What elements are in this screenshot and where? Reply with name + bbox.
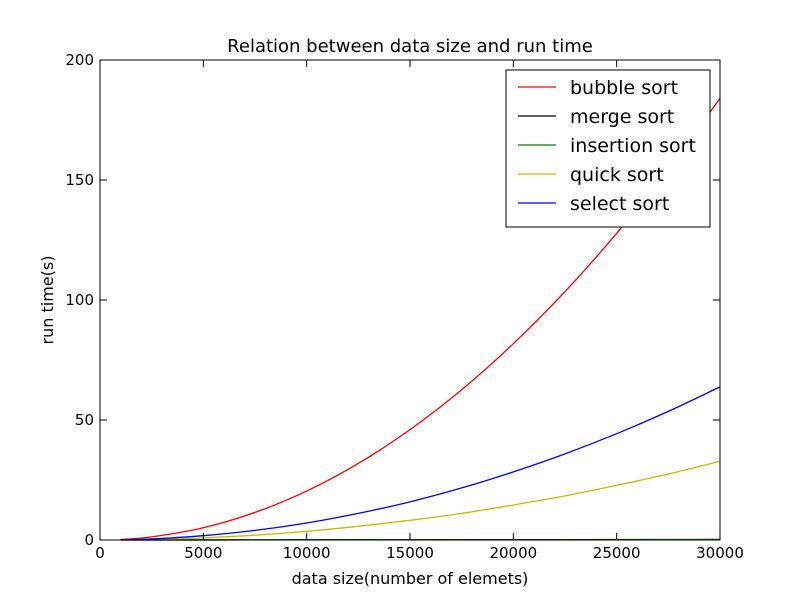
chart-title: Relation between data size and run time bbox=[227, 36, 593, 57]
y-tick-label: 50 bbox=[75, 411, 94, 429]
x-axis-label: data size(number of elemets) bbox=[292, 569, 529, 588]
legend-box bbox=[505, 69, 711, 228]
y-tick-label: 200 bbox=[65, 51, 94, 69]
x-tick-label: 0 bbox=[95, 544, 105, 562]
y-axis-label: run time(s) bbox=[38, 256, 57, 345]
x-tick-label: 30000 bbox=[696, 544, 744, 562]
legend-label-select-sort: select sort bbox=[570, 193, 669, 215]
legend: bubble sort merge sort insertion sort quick… bbox=[505, 69, 711, 228]
y-tick-label: 100 bbox=[65, 291, 94, 309]
x-tick-label: 5000 bbox=[184, 544, 222, 562]
x-axis-ticks: 0 5000 10000 15000 20000 25000 30000 bbox=[95, 60, 744, 562]
x-tick-label: 20000 bbox=[489, 544, 537, 562]
legend-label-quick-sort: quick sort bbox=[570, 164, 664, 186]
legend-label-insertion-sort: insertion sort bbox=[570, 135, 696, 157]
y-tick-label: 150 bbox=[65, 171, 94, 189]
x-tick-label: 25000 bbox=[593, 544, 641, 562]
x-tick-label: 10000 bbox=[283, 544, 331, 562]
legend-label-merge-sort: merge sort bbox=[570, 106, 674, 128]
x-tick-label: 15000 bbox=[386, 544, 434, 562]
legend-label-bubble-sort: bubble sort bbox=[570, 77, 678, 99]
y-tick-label: 0 bbox=[84, 531, 94, 549]
y-axis-ticks: 0 50 100 150 200 bbox=[65, 51, 720, 549]
